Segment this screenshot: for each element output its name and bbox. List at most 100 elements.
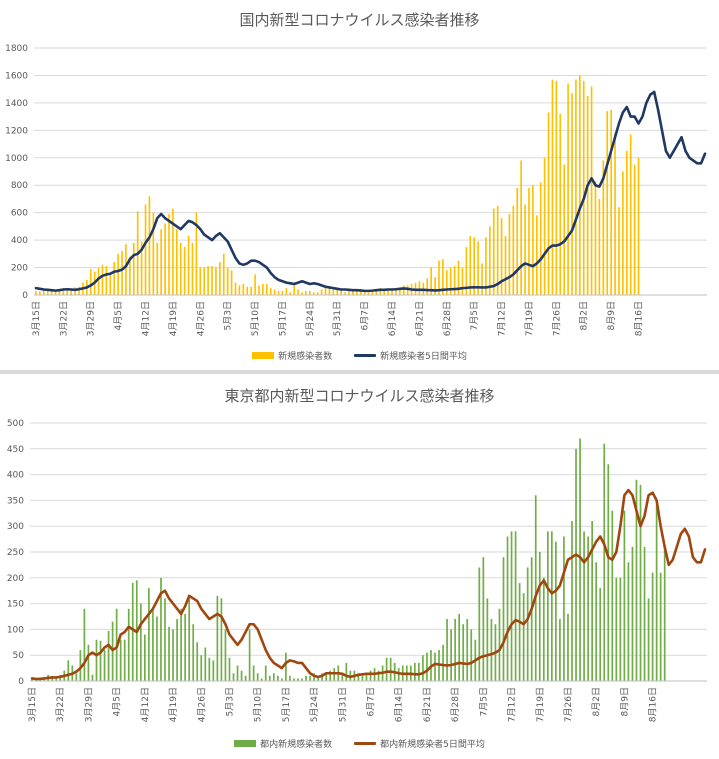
tokyo-case-bar	[156, 616, 158, 681]
national-case-bar	[391, 289, 393, 295]
national-case-bar	[387, 288, 389, 295]
national-y-tick-label: 600	[11, 209, 28, 219]
national-x-tick-label: 6月14日	[387, 301, 398, 336]
national-case-bar	[622, 171, 624, 295]
tokyo-case-bar	[418, 662, 420, 681]
national-case-bar	[258, 285, 260, 295]
national-case-bar	[606, 111, 609, 295]
national-case-bar	[473, 237, 476, 295]
tokyo-case-bar	[289, 675, 291, 681]
national-case-bar	[555, 80, 558, 295]
national-case-bar	[207, 266, 209, 295]
tokyo-case-bar	[518, 582, 521, 681]
tokyo-case-bar	[131, 582, 134, 681]
tokyo-case-bar	[248, 629, 251, 681]
tokyo-x-tick-label: 4月12日	[140, 687, 151, 722]
national-case-bar	[46, 290, 49, 295]
national-case-bar	[367, 292, 370, 295]
national-case-bar	[156, 242, 159, 295]
national-case-bar	[359, 290, 362, 295]
tokyo-case-bar	[160, 577, 162, 681]
national-case-bar	[219, 262, 221, 295]
tokyo-case-bar	[530, 557, 533, 681]
tokyo-case-bar	[470, 629, 473, 681]
national-case-bar	[379, 288, 382, 295]
national-case-bar	[457, 260, 460, 295]
national-case-bar	[582, 80, 585, 295]
tokyo-case-bar	[607, 464, 610, 681]
national-x-tick-label: 3月22日	[58, 301, 69, 336]
tokyo-case-bar	[224, 629, 227, 681]
national-x-tick-label: 7月19日	[524, 301, 535, 336]
tokyo-case-bar	[510, 531, 513, 681]
national-case-bar	[226, 267, 229, 295]
national-case-bar	[551, 79, 554, 295]
tokyo-case-bar	[103, 650, 106, 681]
national-case-bar	[434, 277, 436, 295]
tokyo-x-tick-label: 6月28日	[450, 687, 461, 722]
national-case-bar	[399, 288, 401, 295]
national-case-bar	[191, 242, 194, 295]
tokyo-case-bar	[615, 577, 618, 681]
national-y-tick-label: 400	[11, 236, 28, 246]
tokyo-case-bar	[341, 673, 344, 681]
national-x-tick-label: 6月21日	[414, 301, 425, 336]
national-case-bar	[54, 291, 57, 295]
national-case-bar	[500, 218, 503, 295]
tokyo-case-bar	[651, 572, 654, 681]
tokyo-x-tick-label: 6月7日	[366, 687, 377, 716]
national-case-bar	[203, 267, 206, 295]
tokyo-case-bar	[450, 629, 452, 681]
tokyo-case-bar	[55, 676, 58, 681]
tokyo-case-bar	[413, 662, 416, 681]
national-case-bar	[222, 253, 225, 295]
national-case-bar	[594, 181, 597, 295]
national-case-bar	[477, 241, 479, 295]
national-case-bar	[129, 256, 131, 295]
tokyo-chart-legend: 都内新規感染者数 都内新規感染者5日間平均	[0, 737, 719, 750]
national-case-bar	[328, 288, 331, 295]
national-case-bar	[97, 267, 100, 295]
tokyo-case-bar	[325, 673, 328, 681]
national-case-bar	[265, 284, 268, 295]
tokyo-case-bar	[599, 588, 602, 681]
tokyo-case-bar	[285, 652, 287, 681]
national-x-tick-label: 4月19日	[168, 301, 179, 336]
national-case-bar	[62, 288, 65, 295]
tokyo-chart-panel: 0 50 100 150 200 250 300 350 400 450 500 3月15日 3月22日…	[0, 376, 719, 759]
tokyo-case-bar	[575, 448, 577, 681]
national-case-bar	[406, 285, 409, 295]
tokyo-case-bar	[148, 588, 150, 681]
national-y-tick-label: 1000	[5, 154, 28, 164]
legend-label-tokyo-new-cases: 都内新規感染者数	[260, 740, 333, 750]
tokyo-case-bar	[301, 678, 303, 681]
national-case-bar	[312, 292, 315, 295]
national-case-bar	[539, 182, 542, 295]
national-case-bar	[520, 160, 522, 295]
national-chart-panel: 0 200 400 600 800 1000 1200 1400 1600 1800 3月15日 3月…	[0, 0, 719, 368]
tokyo-case-bar	[466, 619, 469, 681]
national-case-bar	[618, 207, 620, 295]
national-case-bar	[320, 289, 323, 295]
panel-divider	[0, 370, 719, 374]
tokyo-x-tick-label: 8月9日	[619, 687, 630, 716]
national-case-bar	[242, 284, 245, 295]
tokyo-case-bar	[79, 650, 82, 681]
national-case-bar	[363, 292, 366, 295]
tokyo-y-tick-label: 150	[7, 600, 24, 610]
national-case-bar	[187, 235, 190, 295]
tokyo-case-bar	[107, 630, 110, 681]
national-case-bar	[586, 96, 589, 296]
national-case-bar	[332, 288, 335, 295]
national-case-bar	[492, 208, 495, 295]
national-case-bar	[195, 212, 198, 295]
legend-item-tokyo-new-cases: 都内新規感染者数	[234, 737, 332, 750]
tokyo-case-bar	[293, 678, 295, 681]
tokyo-case-bar	[486, 598, 489, 681]
national-case-bar	[637, 157, 640, 295]
national-case-bar	[50, 290, 53, 295]
national-case-bar	[445, 270, 448, 295]
national-case-bar	[614, 133, 616, 295]
tokyo-case-bar	[377, 670, 380, 681]
tokyo-case-bar	[385, 657, 388, 681]
